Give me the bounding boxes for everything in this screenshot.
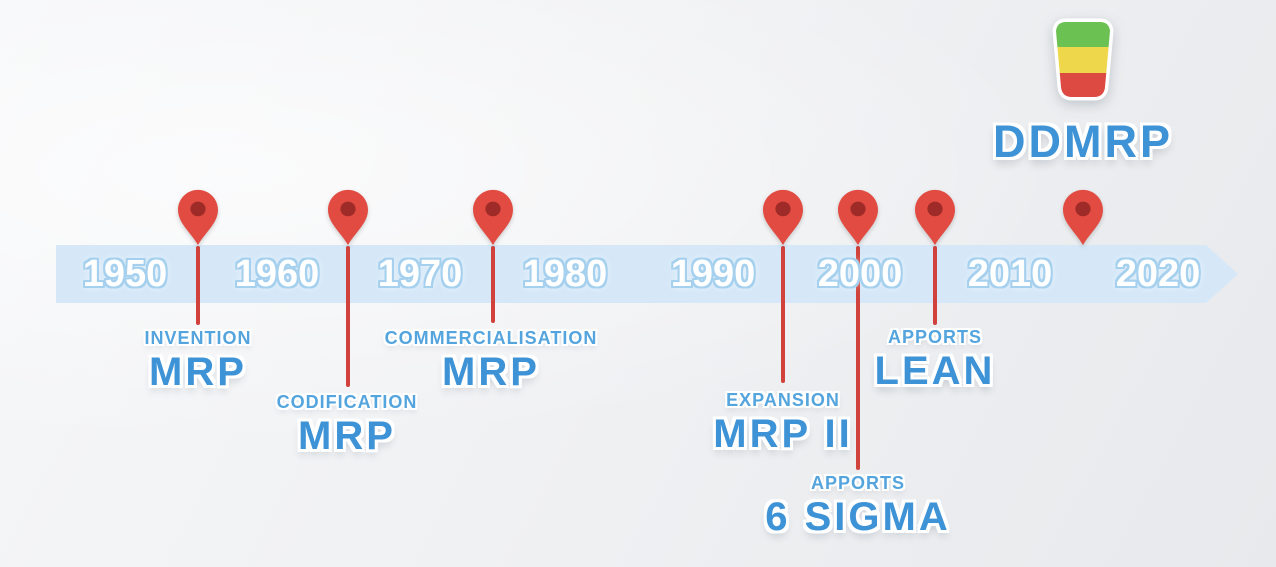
event-title: 6 SIGMA bbox=[765, 495, 951, 539]
map-pin-icon-ddmrp bbox=[1063, 189, 1103, 246]
event-sub-label: COMMERCIALISATION bbox=[384, 328, 598, 348]
event-sub-label: INVENTION bbox=[144, 328, 252, 348]
event-title: MRP bbox=[442, 350, 540, 394]
year-label-1980: 1980 bbox=[522, 253, 608, 295]
year-label-2010: 2010 bbox=[967, 253, 1053, 295]
map-pin-icon-invention bbox=[178, 189, 218, 246]
pin-stem-expansion bbox=[781, 246, 785, 383]
event-sub-label: CODIFICATION bbox=[276, 392, 418, 412]
event-title: LEAN bbox=[874, 349, 996, 393]
event-sub-label: APPORTS bbox=[887, 327, 983, 347]
event-sub-label: APPORTS bbox=[810, 473, 906, 493]
map-pin-icon-expansion bbox=[763, 189, 803, 246]
event-codification-mrp: CODIFICATION MRP bbox=[277, 392, 418, 457]
event-apports-lean: APPORTS LEAN bbox=[875, 327, 996, 392]
year-label-1970: 1970 bbox=[377, 253, 463, 295]
event-title: MRP II bbox=[713, 412, 853, 456]
event-commercialisation-mrp: COMMERCIALISATION MRP bbox=[385, 328, 598, 393]
map-pin-icon-commercialisation bbox=[473, 189, 513, 246]
map-pin-icon-lean bbox=[915, 189, 955, 246]
timeline-arrow-head bbox=[1206, 245, 1238, 303]
year-label-2020: 2020 bbox=[1115, 253, 1201, 295]
pin-stem-lean bbox=[933, 246, 937, 325]
pin-stem-6sigma bbox=[856, 246, 860, 470]
pin-stem-invention bbox=[196, 246, 200, 325]
ddmrp-buffer-bucket-icon bbox=[1052, 18, 1114, 101]
event-title: MRP bbox=[149, 350, 247, 394]
year-label-1990: 1990 bbox=[670, 253, 756, 295]
map-pin-icon-6sigma bbox=[838, 189, 878, 246]
pin-stem-commercialisation bbox=[491, 246, 495, 323]
event-title: MRP bbox=[298, 414, 396, 458]
year-label-1950: 1950 bbox=[82, 253, 168, 295]
pin-stem-codification bbox=[346, 246, 350, 387]
event-apports-6sigma: APPORTS 6 SIGMA bbox=[765, 473, 950, 538]
year-label-2000: 2000 bbox=[817, 253, 903, 295]
timeline-bar bbox=[56, 245, 1206, 303]
ddmrp-title: DDMRP bbox=[993, 116, 1173, 167]
event-invention-mrp: INVENTION MRP bbox=[144, 328, 251, 393]
event-sub-label: EXPANSION bbox=[726, 390, 840, 410]
map-pin-icon-codification bbox=[328, 189, 368, 246]
year-label-1960: 1960 bbox=[234, 253, 320, 295]
event-expansion-mrp2: EXPANSION MRP II bbox=[713, 390, 853, 455]
